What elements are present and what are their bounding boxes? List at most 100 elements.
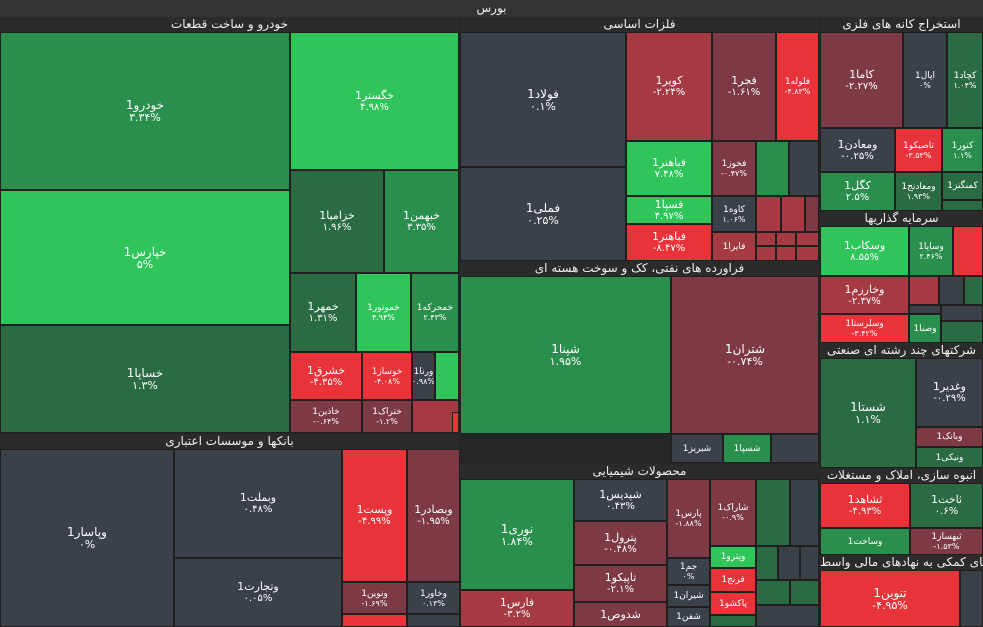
stock-cell[interactable]: قرنج1	[710, 568, 756, 592]
stock-cell[interactable]	[756, 232, 776, 246]
stock-cell[interactable]	[756, 196, 781, 232]
stock-cell[interactable]: شیران1	[667, 585, 710, 607]
stock-cell[interactable]: وبانک1	[916, 427, 983, 447]
stock-cell[interactable]	[756, 546, 778, 580]
stock-cell[interactable]: شبریز1	[671, 434, 723, 463]
stock-cell[interactable]	[435, 352, 459, 400]
stock-cell[interactable]: شپدیس1 ۰.۴۳%	[574, 479, 667, 521]
stock-cell[interactable]: وسکاب1 ۸.۵۵%	[820, 226, 909, 276]
stock-cell[interactable]	[960, 570, 983, 627]
stock-cell[interactable]	[939, 276, 964, 305]
stock-cell[interactable]: نوری1 ۱.۸۴%	[460, 479, 574, 590]
stock-cell[interactable]: ثشاهد1 -۴.۹۳%	[820, 483, 910, 528]
stock-cell[interactable]: خزامیا1 ۱.۹۶%	[290, 170, 384, 273]
stock-cell[interactable]: شفن1	[667, 607, 710, 627]
stock-cell[interactable]	[756, 605, 819, 627]
stock-cell[interactable]: فلوله1 -۴.۸۳%	[776, 32, 819, 141]
stock-cell[interactable]: خساپا1 ۱.۳%	[0, 325, 290, 433]
stock-cell[interactable]	[805, 196, 819, 232]
stock-cell[interactable]: وپترو1	[710, 546, 756, 568]
stock-cell[interactable]	[953, 226, 983, 276]
stock-cell[interactable]: وصنا1	[909, 314, 941, 343]
stock-cell[interactable]	[909, 276, 939, 305]
stock-cell[interactable]: خبهمن1 ۳.۳۵%	[384, 170, 459, 273]
sector-header[interactable]: فلزات اساسی	[460, 17, 819, 32]
stock-cell[interactable]: ومعادن1 -۰.۲۵%	[820, 128, 895, 172]
stock-cell[interactable]: خپارس1 ۵%	[0, 190, 290, 325]
sector-header[interactable]: بانکها و موسسات اعتباری	[0, 434, 459, 449]
stock-cell[interactable]	[796, 246, 819, 261]
stock-cell[interactable]: کگل1 ۲.۵%	[820, 172, 895, 211]
stock-cell[interactable]: خمحرکه1 ۲.۴۳%	[411, 273, 459, 352]
stock-cell[interactable]: وخارزم1 -۲.۳۷%	[820, 276, 909, 314]
stock-cell[interactable]: کمنگنز1	[942, 172, 983, 200]
stock-cell[interactable]: پارس1 -۱.۸۸%	[667, 479, 710, 558]
stock-cell[interactable]: ونوین1 -۱.۶۹%	[342, 582, 407, 614]
stock-cell[interactable]: پترول1 -۰.۴۸%	[574, 521, 667, 565]
stock-cell[interactable]: کویر1 -۲.۲۴%	[626, 32, 712, 141]
stock-cell[interactable]: خمهر1 ۱.۳۱%	[290, 273, 356, 352]
stock-cell[interactable]: جم1 ۰%	[667, 558, 710, 585]
stock-cell[interactable]	[789, 141, 819, 196]
stock-cell[interactable]: وسلرستا1 -۳.۴۲%	[820, 314, 909, 343]
stock-cell[interactable]: فارس1 -۳.۲%	[460, 590, 574, 627]
sector-header[interactable]: خودرو و ساخت قطعات	[0, 17, 459, 32]
stock-cell[interactable]	[941, 321, 983, 343]
stock-cell[interactable]: فجر1 -۱.۶۱%	[712, 32, 776, 141]
stock-cell[interactable]: خموتور1 ۴.۹۴%	[356, 273, 411, 352]
stock-cell[interactable]: خگستر1 ۴.۹۸%	[290, 32, 459, 170]
stock-cell[interactable]	[790, 580, 819, 605]
sector-header[interactable]: محصولات شیمیایی	[460, 464, 819, 479]
stock-cell[interactable]: شپنا1 ۱.۹۵%	[460, 276, 671, 434]
stock-cell[interactable]: شاراک1 -۰.۹%	[710, 479, 756, 546]
stock-cell[interactable]: وساپا1 ۲.۴۶%	[909, 226, 953, 276]
stock-cell[interactable]: خاذین1 -۰.۶۴%	[290, 400, 362, 433]
stock-cell[interactable]	[796, 232, 819, 246]
stock-cell[interactable]	[452, 412, 459, 433]
stock-cell[interactable]: ونیکی1	[916, 447, 983, 468]
stock-cell[interactable]	[776, 246, 796, 261]
stock-cell[interactable]	[412, 400, 459, 433]
stock-cell[interactable]	[778, 546, 800, 580]
stock-cell[interactable]: ختراک1 -۱.۲%	[362, 400, 412, 433]
stock-cell[interactable]: شدوص1	[574, 602, 667, 627]
stock-cell[interactable]: ورنا1 ۰.۹۸%	[412, 352, 435, 400]
stock-cell[interactable]: وبصادر1 -۱.۹۵%	[407, 449, 460, 582]
stock-cell[interactable]: وپست1 -۴.۹۹%	[342, 449, 407, 582]
stock-cell[interactable]: کاوه1 ۱.۰۶%	[712, 196, 756, 232]
stock-cell[interactable]	[771, 434, 819, 463]
stock-cell[interactable]: وغدیر1 -۰.۲۹%	[916, 358, 983, 427]
stock-cell[interactable]: خوساز1 -۴.۰۸%	[362, 352, 412, 400]
stock-cell[interactable]: تاپیکو1 -۲.۱%	[574, 565, 667, 602]
stock-cell[interactable]: فایرا1	[712, 232, 756, 261]
stock-cell[interactable]	[790, 479, 819, 546]
stock-cell[interactable]: فملی1 ۰.۲۵%	[460, 167, 626, 261]
stock-cell[interactable]: فولاد1 ۰.۱%	[460, 32, 626, 167]
stock-cell[interactable]: ومعادنج1 ۱.۹۳%	[895, 172, 942, 211]
stock-cell[interactable]: کنور1 ۱.۱%	[942, 128, 983, 172]
stock-cell[interactable]	[800, 546, 819, 580]
stock-cell[interactable]	[756, 580, 790, 605]
stock-cell[interactable]: فباهنر1 ۷.۴۸%	[626, 141, 712, 196]
stock-cell[interactable]: خودرو1 ۳.۳۴%	[0, 32, 290, 190]
stock-cell[interactable]	[710, 615, 756, 627]
sector-header[interactable]: سرمایه گذاریها	[820, 211, 983, 226]
stock-cell[interactable]	[776, 232, 796, 246]
stock-cell[interactable]: وخاور1 ۰.۱۳%	[407, 582, 460, 614]
stock-cell[interactable]	[756, 246, 776, 261]
stock-cell[interactable]: تاصیکو1 -۳.۵۳%	[895, 128, 942, 172]
stock-cell[interactable]: فخوز1 -۰.۴۷%	[712, 141, 756, 196]
stock-cell[interactable]	[342, 614, 407, 627]
stock-cell[interactable]: کاما1 -۲.۲۷%	[820, 32, 903, 128]
stock-cell[interactable]: وبملت1 ۰.۴۸%	[174, 449, 342, 558]
stock-cell[interactable]: کچاد1 ۱.۰۴%	[947, 32, 983, 128]
stock-cell[interactable]: شستا1 ۱.۱%	[820, 358, 916, 468]
stock-cell[interactable]: فباهنر1 -۸.۴۷%	[626, 224, 712, 261]
stock-cell[interactable]: پاکشو1	[710, 592, 756, 615]
stock-cell[interactable]	[781, 196, 805, 232]
stock-cell[interactable]: ثبهساز1 -۱.۵۳%	[910, 528, 983, 555]
stock-cell[interactable]: وتجارت1 ۰.۰۵%	[174, 558, 342, 627]
stock-cell[interactable]	[756, 479, 790, 546]
stock-cell[interactable]: تنوین1 -۴.۹۵%	[820, 570, 960, 627]
stock-cell[interactable]: اپال1 ۰%	[903, 32, 947, 128]
